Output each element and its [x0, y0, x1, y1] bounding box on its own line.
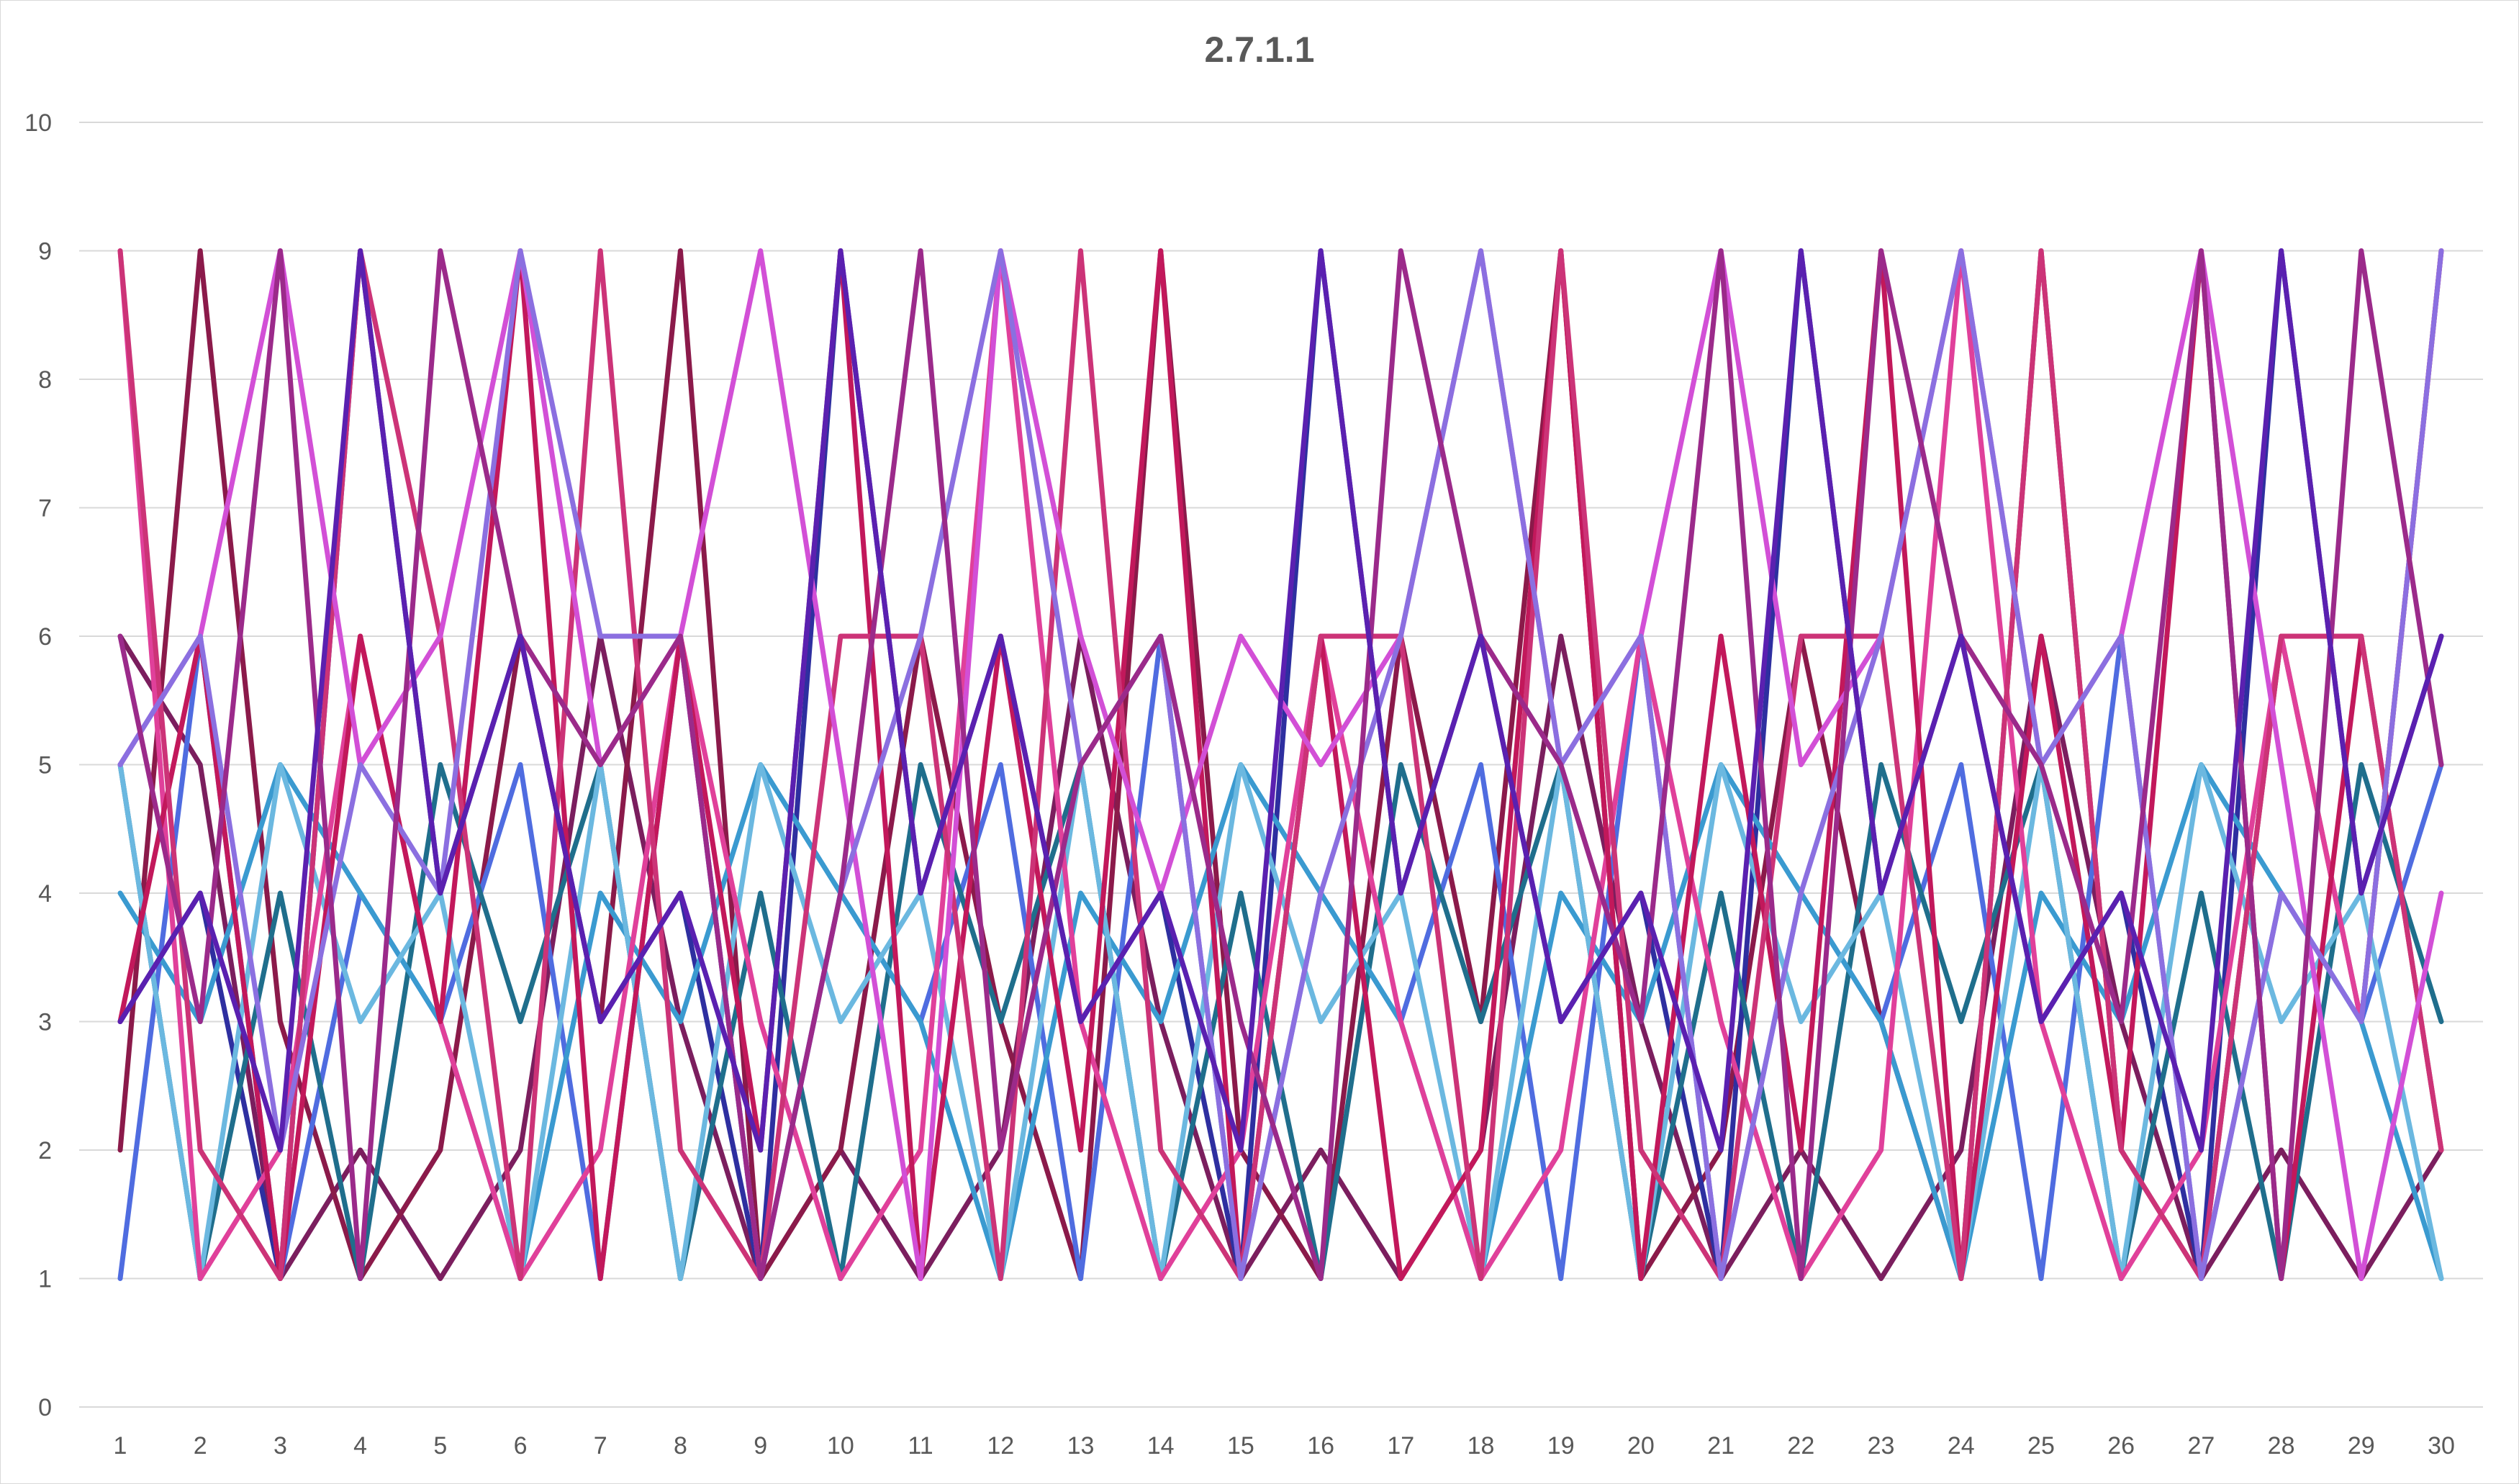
x-tick-label: 23	[1868, 1432, 1895, 1460]
y-tick-label: 4	[38, 880, 52, 908]
x-tick-label: 19	[1547, 1432, 1575, 1460]
x-tick-label: 5	[433, 1432, 447, 1460]
x-tick-label: 2	[194, 1432, 207, 1460]
x-tick-label: 30	[2428, 1432, 2455, 1460]
x-tick-label: 6	[514, 1432, 528, 1460]
y-tick-label: 9	[38, 238, 52, 266]
x-tick-label: 26	[2107, 1432, 2135, 1460]
y-tick-label: 6	[38, 623, 52, 651]
x-tick-label: 22	[1787, 1432, 1814, 1460]
y-tick-label: 0	[38, 1394, 52, 1421]
y-tick-label: 3	[38, 1009, 52, 1036]
y-tick-label: 1	[38, 1266, 52, 1293]
series-line-10	[117, 248, 2444, 1281]
x-axis-ticks: 1 2 3 4 5 6 7 8 9 10 11 12 13 14 15 16 17 18 19 20 21 22 23 24 2…	[114, 1432, 2455, 1460]
series-lines	[117, 248, 2444, 1281]
series-line-8	[117, 248, 2444, 1281]
x-tick-label: 4	[353, 1432, 367, 1460]
x-tick-label: 13	[1067, 1432, 1095, 1460]
x-tick-label: 7	[594, 1432, 607, 1460]
x-tick-label: 10	[827, 1432, 854, 1460]
x-tick-label: 14	[1147, 1432, 1175, 1460]
x-tick-label: 15	[1227, 1432, 1254, 1460]
x-tick-label: 28	[2268, 1432, 2295, 1460]
x-tick-label: 21	[1707, 1432, 1735, 1460]
y-axis-ticks: 0 1 2 3 4 5 6 7 8 9 10	[24, 109, 52, 1421]
x-tick-label: 12	[987, 1432, 1014, 1460]
x-tick-label: 29	[2348, 1432, 2375, 1460]
y-tick-label: 10	[24, 109, 52, 137]
x-tick-label: 1	[114, 1432, 127, 1460]
x-tick-label: 25	[2027, 1432, 2055, 1460]
x-tick-label: 18	[1467, 1432, 1495, 1460]
x-tick-label: 9	[754, 1432, 767, 1460]
series-line-12	[117, 248, 2444, 1281]
x-tick-label: 3	[273, 1432, 287, 1460]
chart-title: 2.7.1.1	[1204, 30, 1315, 70]
series-line-13	[117, 248, 2444, 1281]
y-tick-label: 7	[38, 495, 52, 522]
x-tick-label: 24	[1948, 1432, 1975, 1460]
x-tick-label: 20	[1627, 1432, 1655, 1460]
x-tick-label: 16	[1307, 1432, 1334, 1460]
x-tick-label: 8	[674, 1432, 687, 1460]
x-tick-label: 17	[1387, 1432, 1414, 1460]
y-tick-label: 2	[38, 1137, 52, 1164]
y-tick-label: 8	[38, 366, 52, 394]
x-tick-label: 11	[908, 1432, 933, 1460]
series-line-14	[117, 248, 2444, 1153]
y-tick-label: 5	[38, 752, 52, 779]
x-tick-label: 27	[2187, 1432, 2215, 1460]
